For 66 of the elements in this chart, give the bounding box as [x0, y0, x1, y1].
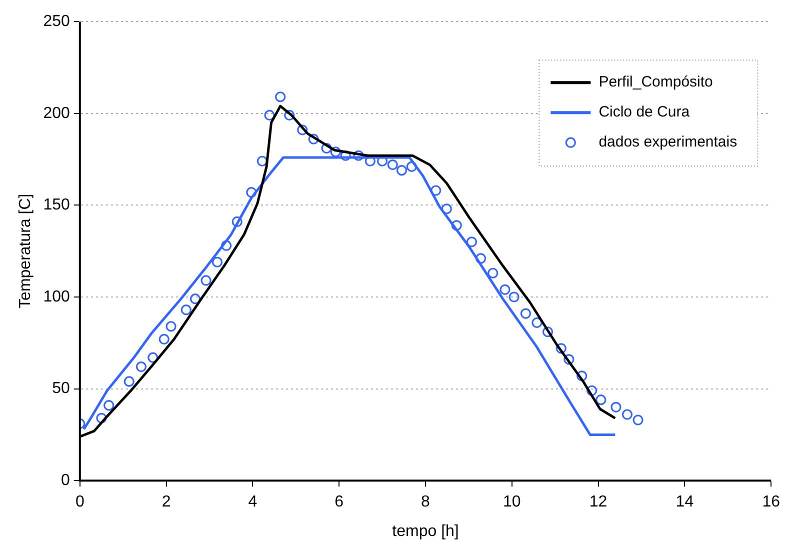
point: [542, 326, 554, 338]
point: [232, 216, 242, 228]
point: [284, 110, 295, 121]
point: [430, 185, 442, 196]
point: [466, 236, 478, 248]
point: [275, 92, 286, 102]
point: [564, 354, 574, 365]
point: [387, 160, 398, 170]
y-tick-label: 100: [43, 288, 70, 306]
point: [488, 268, 498, 278]
point: [124, 376, 134, 387]
point: [158, 334, 170, 345]
legend-label: Perfil_Compósito: [598, 74, 713, 91]
legend-label: dados experimentais: [598, 134, 738, 151]
point: [221, 240, 232, 251]
y-tick-label: 50: [52, 380, 70, 398]
point: [353, 150, 364, 161]
point: [190, 294, 201, 304]
point: [632, 414, 644, 426]
point: [475, 253, 486, 264]
point: [246, 187, 257, 198]
point: [596, 394, 606, 406]
y-tick-label: 0: [60, 472, 70, 490]
point: [576, 370, 588, 382]
point: [180, 304, 192, 316]
x-tick-label: 12: [589, 494, 608, 511]
x-tick-label: 16: [762, 494, 780, 511]
point: [256, 156, 268, 166]
point: [406, 161, 417, 172]
point: [610, 402, 622, 412]
x-tick-label: 8: [421, 494, 430, 511]
point: [264, 110, 275, 121]
x-axis-title: tempo [h]: [392, 522, 459, 540]
point: [212, 256, 223, 268]
point: [330, 146, 341, 158]
point: [200, 275, 212, 286]
point: [508, 292, 520, 302]
point: [556, 343, 566, 354]
point: [586, 385, 598, 396]
point: [96, 412, 107, 424]
point: [297, 124, 308, 136]
point: [166, 321, 176, 332]
point: [451, 220, 462, 231]
point: [340, 150, 351, 161]
point: [136, 361, 147, 372]
point: [396, 165, 408, 176]
y-tick-label: 200: [43, 104, 70, 122]
x-tick-label: 14: [676, 494, 694, 511]
x-tick-label: 2: [162, 494, 171, 511]
x-tick-label: 0: [75, 494, 84, 511]
x-tick-label: 6: [334, 494, 344, 511]
y-tick-label: 150: [43, 196, 70, 214]
y-tick-label: 250: [43, 13, 70, 30]
y-axis-title: Temperatura [C]: [17, 194, 34, 308]
point: [622, 409, 633, 420]
legend-label: Ciclo de Cura: [598, 104, 690, 121]
point: [441, 204, 452, 214]
x-tick-label: 10: [503, 494, 521, 511]
point: [104, 400, 114, 411]
point: [148, 352, 158, 363]
point: [520, 308, 532, 319]
point: [308, 134, 319, 144]
point: [532, 317, 542, 328]
point: [500, 284, 510, 295]
point: [321, 142, 332, 154]
x-tick-label: 4: [248, 494, 258, 511]
